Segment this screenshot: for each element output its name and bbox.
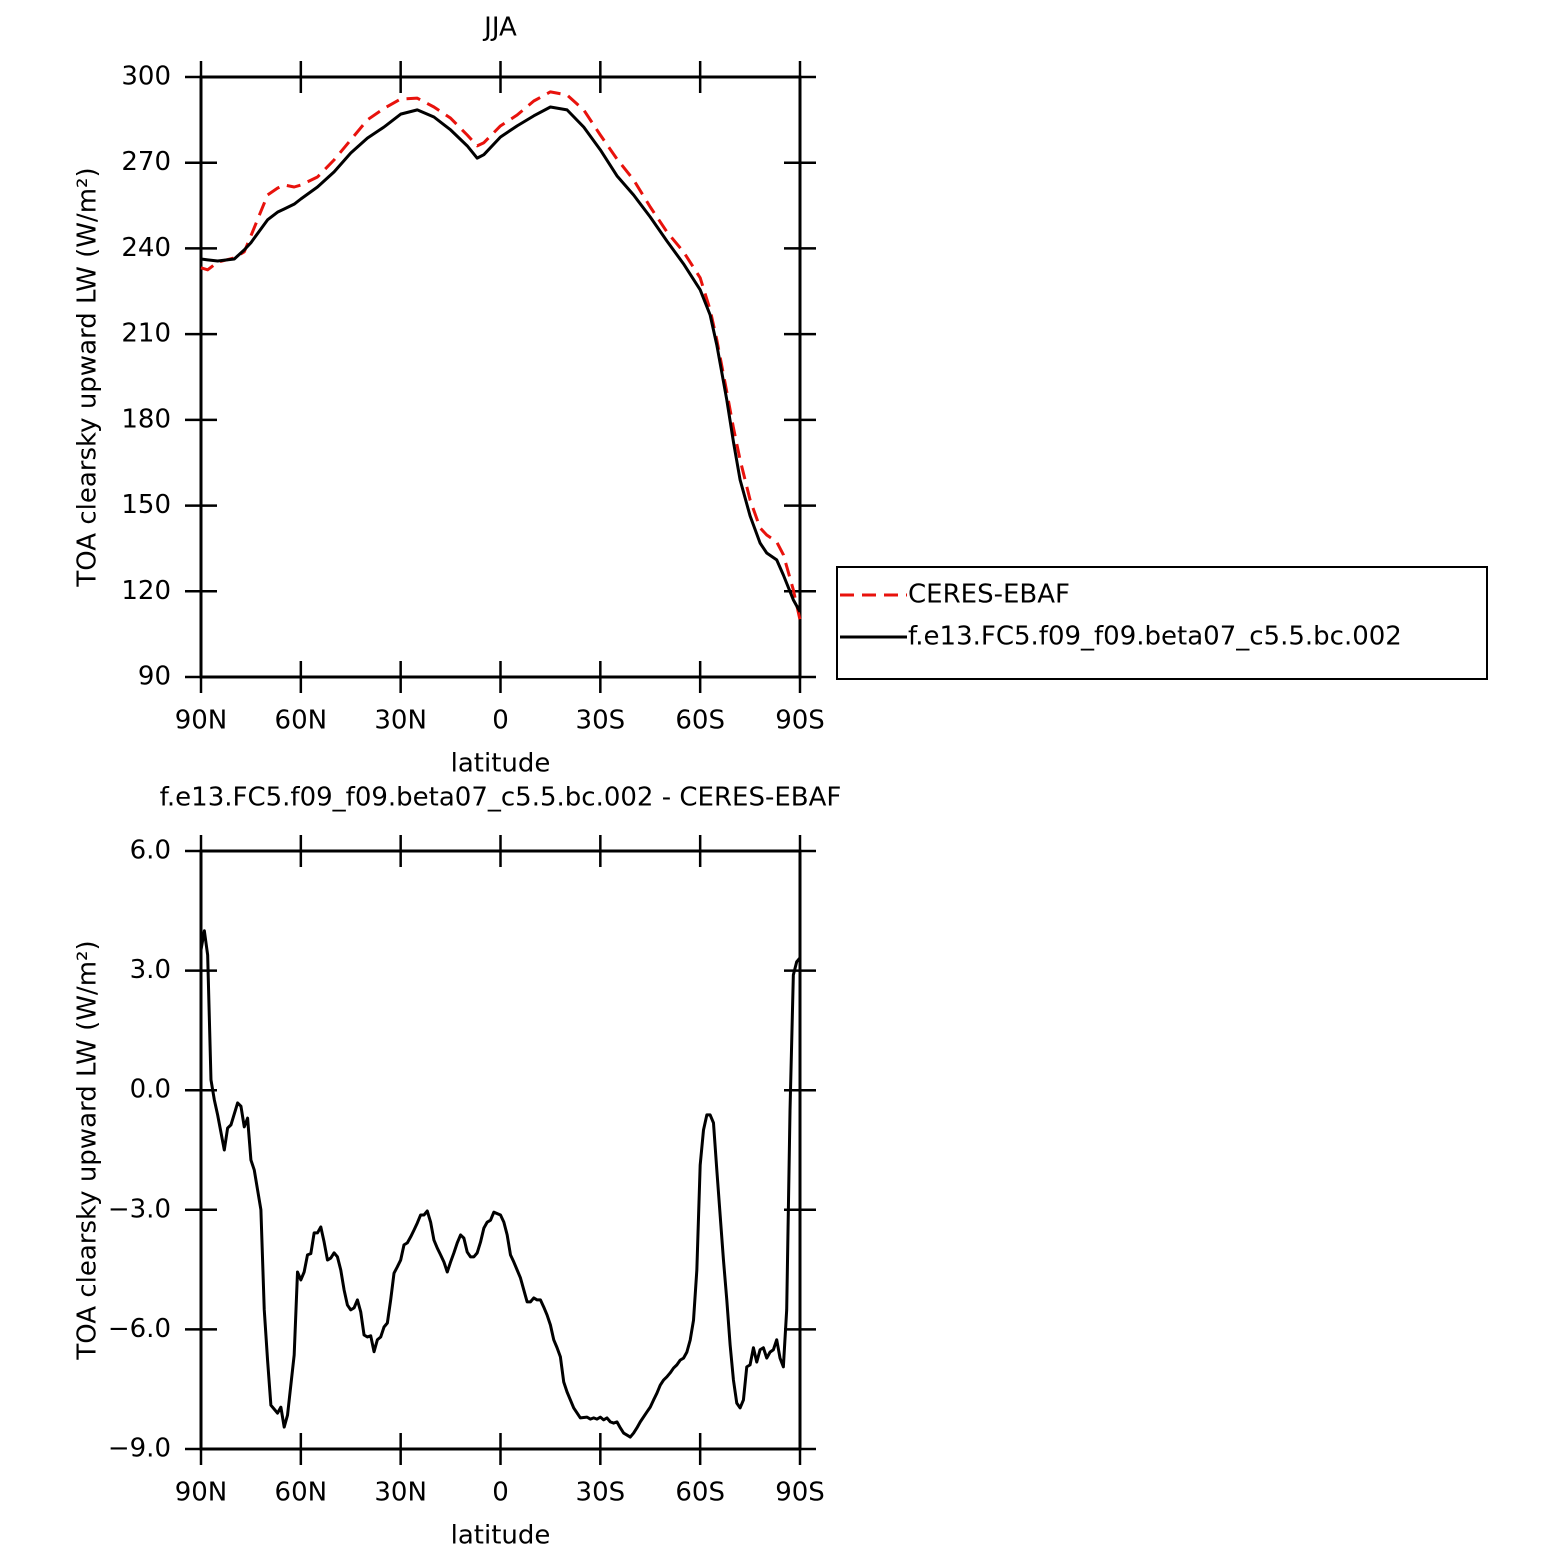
x-tick-label: 60S (675, 1478, 725, 1508)
y-axis-label: TOA clearsky upward LW (W/m²) (73, 167, 103, 587)
x-tick-label: 30N (374, 706, 427, 736)
x-tick-label: 30S (576, 706, 626, 736)
y-tick-label: 6.0 (130, 836, 171, 866)
x-tick-label: 90N (175, 1478, 228, 1508)
y-tick-label: 150 (121, 490, 171, 520)
x-tick-label: 30S (576, 1478, 626, 1508)
y-tick-label: 3.0 (130, 955, 171, 985)
y-axis-label: TOA clearsky upward LW (W/m²) (73, 940, 103, 1360)
x-tick-label: 0 (492, 1478, 509, 1508)
y-tick-label: 210 (121, 319, 171, 349)
plot-frame (199, 849, 802, 1451)
x-tick-label: 90S (775, 1478, 825, 1508)
y-tick-label: 180 (121, 404, 171, 434)
y-tick-label: 300 (121, 62, 171, 92)
data-line (200, 105, 802, 613)
x-axis-label: latitude (451, 749, 551, 779)
x-tick-label: 0 (492, 706, 509, 736)
x-tick-label: 30N (374, 1478, 427, 1508)
data-line (199, 929, 802, 1439)
data-line (200, 90, 802, 621)
x-axis-label: latitude (451, 1521, 551, 1551)
x-tick-label: 60S (675, 706, 725, 736)
y-tick-label: −6.0 (108, 1314, 171, 1344)
y-tick-label: 0.0 (130, 1075, 171, 1105)
y-tick-label: −3.0 (108, 1194, 171, 1224)
x-tick-label: 90S (775, 706, 825, 736)
legend-label: f.e13.FC5.f09_f09.beta07_c5.5.bc.002 (908, 622, 1402, 652)
y-tick-label: −9.0 (108, 1434, 171, 1464)
x-tick-label: 90N (175, 706, 228, 736)
legend-label: CERES-EBAF (908, 580, 1070, 610)
y-tick-label: 90 (138, 662, 171, 692)
chart-title: JJA (482, 13, 517, 43)
legend-box (836, 566, 1488, 680)
chart-title: f.e13.FC5.f09_f09.beta07_c5.5.bc.002 - C… (160, 783, 842, 813)
x-tick-label: 60N (275, 706, 328, 736)
x-tick-label: 60N (275, 1478, 328, 1508)
y-tick-label: 120 (121, 576, 171, 606)
plot-frame (199, 75, 802, 679)
y-tick-label: 270 (121, 147, 171, 177)
y-tick-label: 240 (121, 233, 171, 263)
